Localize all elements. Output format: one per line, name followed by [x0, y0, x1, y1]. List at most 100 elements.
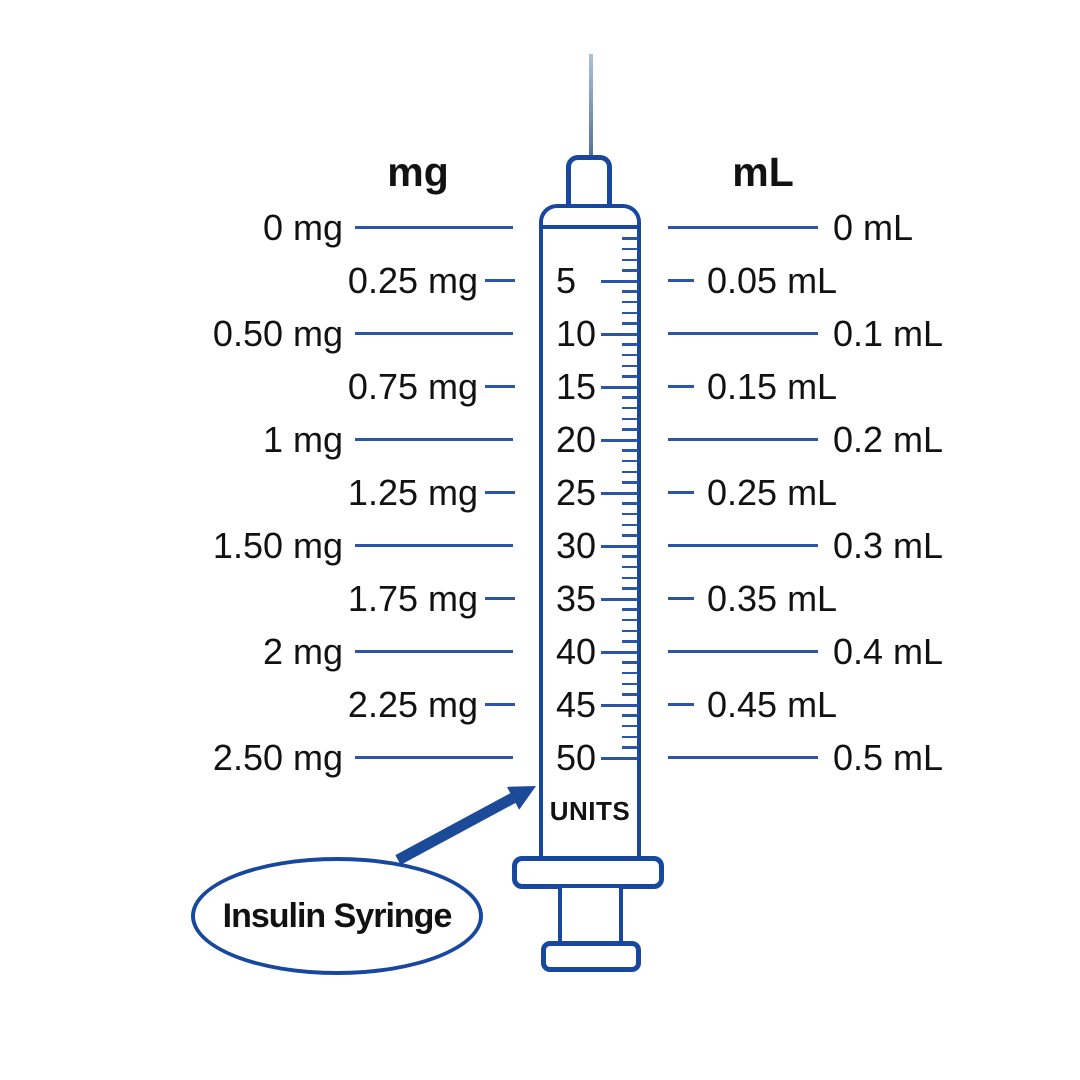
- mg-scale-label: 1 mg: [262, 419, 343, 460]
- ml-scale-line-minor: [668, 491, 694, 494]
- barrel-tick-minor: [622, 629, 638, 633]
- ml-scale-label: 0.2 mL: [833, 419, 944, 460]
- barrel-tick-minor: [622, 661, 638, 664]
- ml-scale-label: 0.05 mL: [707, 260, 838, 301]
- barrel-tick-minor: [622, 269, 638, 272]
- barrel-tick-minor: [622, 587, 638, 590]
- mg-scale-line-major: [355, 650, 513, 653]
- barrel-tick-minor: [622, 459, 638, 463]
- barrel-tick-major: [601, 703, 638, 707]
- barrel-tick-minor: [622, 247, 638, 251]
- barrel-tick-minor: [622, 258, 638, 262]
- ml-scale-label: 0.45 mL: [707, 684, 838, 725]
- syringe-unit-number: 20: [556, 419, 597, 460]
- column-header-ml: mL: [732, 149, 794, 195]
- barrel-tick-major: [601, 597, 638, 601]
- syringe-unit-number: 5: [556, 260, 577, 301]
- mg-scale-line-major: [355, 332, 513, 335]
- ml-scale-line-major: [668, 650, 818, 653]
- barrel-tick-minor: [622, 481, 638, 484]
- ml-scale-line-minor: [668, 279, 694, 282]
- barrel-tick-minor: [622, 565, 638, 569]
- mg-scale-label: 1.75 mg: [347, 578, 478, 619]
- barrel-tick-minor: [622, 322, 638, 325]
- plunger-rod: [558, 888, 623, 942]
- mg-scale-label: 2 mg: [262, 631, 343, 672]
- syringe-unit-number: 50: [556, 737, 597, 778]
- barrel-tick-minor: [622, 618, 638, 622]
- ml-scale-label: 0.35 mL: [707, 578, 838, 619]
- barrel-tick-minor: [622, 417, 638, 421]
- needle: [589, 54, 593, 156]
- mg-scale-line-major: [355, 226, 513, 229]
- barrel-tick-major: [601, 544, 638, 548]
- mg-scale-line-minor: [485, 279, 515, 282]
- ml-scale-line-minor: [668, 385, 694, 388]
- barrel-tick-minor: [622, 640, 638, 643]
- syringe-unit-number: 15: [556, 366, 597, 407]
- ml-scale-line-major: [668, 544, 818, 547]
- barrel-tick-minor: [622, 396, 638, 399]
- barrel-tick-minor: [622, 364, 638, 368]
- ml-scale-label: 0.25 mL: [707, 472, 838, 513]
- barrel-tick-minor: [622, 534, 638, 537]
- units-caption: UNITS: [549, 796, 631, 826]
- mg-scale-line-major: [355, 756, 513, 759]
- barrel-tick-minor: [622, 576, 638, 580]
- ml-scale-label: 0.5 mL: [833, 737, 944, 778]
- plunger-end-cap: [541, 941, 641, 972]
- barrel-tick-minor: [622, 682, 638, 686]
- ml-scale-label: 0.4 mL: [833, 631, 944, 672]
- syringe-unit-number: 40: [556, 631, 597, 672]
- syringe-unit-number: 30: [556, 525, 597, 566]
- mg-scale-label: 0.75 mg: [347, 366, 478, 407]
- barrel-flange: [512, 856, 664, 889]
- barrel-tick-minor: [622, 406, 638, 410]
- syringe-unit-number: 45: [556, 684, 597, 725]
- mg-scale-line-major: [355, 438, 513, 441]
- mg-scale-label: 1.50 mg: [212, 525, 343, 566]
- callout-ellipse: Insulin Syringe: [191, 857, 483, 975]
- mg-scale-label: 2.25 mg: [347, 684, 478, 725]
- ml-scale-line-minor: [668, 703, 694, 706]
- barrel-tick-minor: [622, 671, 638, 675]
- barrel-tick-major: [601, 650, 638, 654]
- syringe-unit-number: 25: [556, 472, 597, 513]
- barrel-tick-minor: [622, 608, 638, 611]
- barrel-tick-minor: [622, 735, 638, 739]
- barrel-zero-line: [543, 225, 637, 229]
- syringe-unit-number: 10: [556, 313, 597, 354]
- barrel-tick-minor: [622, 470, 638, 474]
- barrel-tick-minor: [622, 353, 638, 357]
- barrel-tick-minor: [622, 300, 638, 304]
- barrel-tick-minor: [622, 375, 638, 378]
- barrel-tick-major: [601, 438, 638, 442]
- barrel-tick-major: [601, 756, 638, 760]
- barrel-tick-major: [601, 279, 638, 283]
- barrel-tick-minor: [622, 311, 638, 315]
- ml-scale-label: 0.15 mL: [707, 366, 838, 407]
- barrel-tick-minor: [622, 746, 638, 749]
- barrel-tick-minor: [622, 724, 638, 728]
- callout-label: Insulin Syringe: [222, 896, 453, 935]
- syringe-unit-number: 35: [556, 578, 597, 619]
- barrel-tick-major: [601, 491, 638, 495]
- barrel-tick-minor: [622, 693, 638, 696]
- mg-scale-label: 0.50 mg: [212, 313, 343, 354]
- barrel-tick-minor: [622, 714, 638, 717]
- mg-scale-line-minor: [485, 597, 515, 600]
- barrel-tick-minor: [622, 523, 638, 527]
- barrel-tick-minor: [622, 502, 638, 505]
- ml-scale-line-major: [668, 438, 818, 441]
- needle-hub: [566, 155, 612, 209]
- barrel-tick-minor: [622, 449, 638, 452]
- mg-scale-label: 2.50 mg: [212, 737, 343, 778]
- ml-scale-label: 0.1 mL: [833, 313, 944, 354]
- barrel-tick-minor: [622, 343, 638, 346]
- ml-scale-line-major: [668, 332, 818, 335]
- ml-scale-line-major: [668, 756, 818, 759]
- mg-scale-line-minor: [485, 491, 515, 494]
